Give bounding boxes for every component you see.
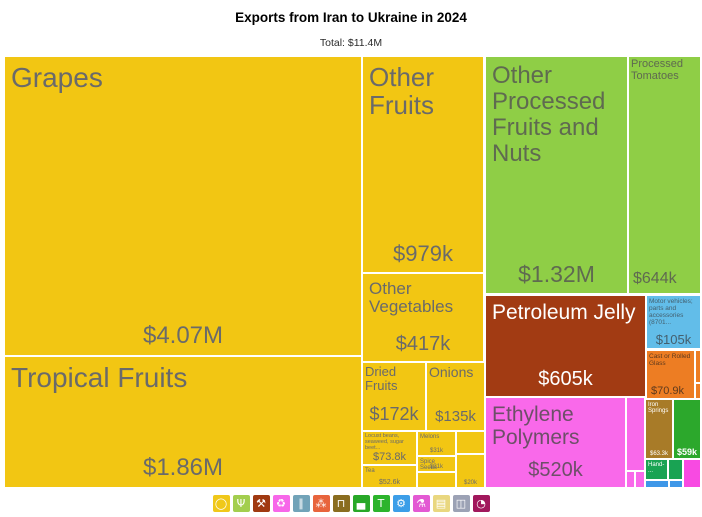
cell-value: $52.6k (378, 479, 401, 486)
plastics-rubbers-icon[interactable]: ♻ (272, 494, 290, 512)
cell-label: Onions (429, 364, 474, 380)
cell-label: Melons (420, 434, 440, 440)
cell-value: $31k (429, 448, 443, 454)
cell-label: Tea (365, 468, 375, 474)
cell-label: Ethylene Polymers (492, 403, 580, 449)
treemap-cell-tropical-fruits[interactable]: Tropical Fruits $1.86M (5, 357, 361, 487)
foodstuffs-icon[interactable]: Ψ (232, 494, 250, 512)
treemap-cell-machines-small-2[interactable] (670, 481, 682, 487)
treemap-cell-plastics-small-4[interactable] (684, 460, 700, 487)
treemap-cell-plastics-small-3[interactable] (636, 472, 644, 487)
cell-label: Other Processed Fruits and Nuts (492, 62, 606, 167)
treemap-cell-glass-small-2[interactable] (696, 384, 700, 398)
treemap-cell-petroleum-jelly[interactable]: Petroleum Jelly $605k (486, 296, 645, 396)
treemap-cell-locust-beans[interactable]: Locust beans, seaweed, sugar beet... $73.… (363, 432, 416, 464)
treemap-cell-melons[interactable]: Melons $31k (418, 432, 455, 455)
cell-value: $63.3k (650, 451, 669, 457)
cell-label: Dried Fruits (365, 364, 398, 394)
cell-value: $4.07M (142, 322, 224, 349)
cell-label: Tropical Fruits (11, 362, 188, 393)
treemap-cell-machines-small-1[interactable] (646, 481, 668, 487)
treemap-cell-cast-rolled-glass[interactable]: Cast or Rolled Glass $70.9k (647, 351, 694, 398)
cell-label: Cast or Rolled Glass (649, 353, 691, 368)
cell-value: $31k (429, 464, 443, 470)
sector-legend: ◯ Ψ ⚒ ♻ ∥ ⁂ ⊓ ▄ T ⚙ ⚗ ▤ ◫ ◔ (0, 494, 702, 512)
chemical-products-icon[interactable]: ⚗ (412, 494, 430, 512)
cell-value: $605k (538, 368, 593, 390)
chart-subtitle: Total: $11.4M (319, 37, 383, 49)
treemap-cell-other-processed-fruits-nuts[interactable]: Other Processed Fruits and Nuts $1.32M (486, 57, 627, 293)
cell-label: Grapes (11, 62, 103, 93)
cell-label: Other Vegetables (369, 279, 454, 317)
cell-value: $979k (393, 241, 453, 266)
treemap-cell-veg-small-1[interactable] (418, 473, 455, 487)
cell-value: $417k (395, 333, 451, 355)
cell-value: $59k (676, 447, 698, 457)
vegetable-products-icon[interactable]: ◯ (212, 494, 230, 512)
treemap-cell-textiles-small[interactable] (669, 460, 682, 479)
treemap-cell-glass-small-1[interactable] (696, 351, 700, 382)
machines-icon[interactable]: ⚙ (392, 494, 410, 512)
cell-value: $73.8k (372, 451, 407, 463)
cell-label: Locust beans, seaweed, sugar beet... (365, 433, 404, 451)
treemap-cell-processed-tomatoes[interactable]: Processed Tomatoes $644k (629, 57, 700, 293)
animal-products-icon[interactable]: ⁂ (312, 494, 330, 512)
treemap-cell-spice-seeds[interactable]: Spice Seeds $31k (418, 457, 455, 471)
miscellaneous-icon[interactable]: ◫ (452, 494, 470, 512)
metals-icon[interactable]: ⊓ (332, 494, 350, 512)
treemap-cell-textiles-59k[interactable]: $59k (674, 400, 700, 458)
cell-value: $644k (633, 270, 677, 287)
cell-value: $135k (435, 408, 476, 425)
treemap-cell-tea[interactable]: Tea $52.6k (363, 466, 416, 487)
cell-value: $105k (655, 332, 692, 347)
treemap-cell-plastics-small-2[interactable] (627, 472, 634, 487)
chart-title: Exports from Iran to Ukraine in 2024 (235, 10, 467, 25)
treemap-cell-other-vegetables[interactable]: Other Vegetables $417k (363, 274, 483, 361)
treemap-cell-hand-woven[interactable]: Hand-... (646, 460, 667, 479)
textiles-icon[interactable]: T (372, 494, 390, 512)
treemap-cell-other-fruits[interactable]: Other Fruits $979k (363, 57, 483, 272)
treemap-cell-motor-vehicle-parts[interactable]: Motor vehicles; parts and accessories (8… (647, 296, 700, 348)
cell-label: Spice Seeds (420, 459, 438, 471)
treemap-cell-dried-fruits[interactable]: Dried Fruits $172k (363, 363, 425, 430)
paper-goods-icon[interactable]: ▤ (432, 494, 450, 512)
cell-label: Other Fruits (369, 62, 435, 121)
instruments-icon[interactable]: ◔ (472, 494, 490, 512)
treemap-cell-onions[interactable]: Onions $135k (427, 363, 484, 430)
treemap-cell-ethylene-polymers[interactable]: Ethylene Polymers $520k (486, 398, 625, 487)
cell-label: Processed Tomatoes (631, 58, 683, 82)
transportation-icon[interactable]: ▄ (352, 494, 370, 512)
cell-value: $20k (463, 480, 477, 486)
cell-value: $70.9k (651, 385, 685, 397)
cell-label: Petroleum Jelly (492, 301, 636, 324)
treemap-cell-iron-springs[interactable]: Iron Springs $63.3k (646, 400, 672, 458)
treemap-cell-veg-small-20k[interactable]: $20k (457, 455, 484, 487)
cell-value: $520k (528, 459, 583, 481)
treemap-cell-plastics-small-1[interactable] (627, 398, 644, 470)
wood-products-icon[interactable]: ∥ (292, 494, 310, 512)
cell-label: Iron Springs (648, 402, 669, 415)
cell-value: $1.32M (518, 261, 595, 287)
cell-value: $172k (369, 404, 419, 424)
cell-value: $1.86M (142, 454, 224, 481)
treemap-cell-grapes[interactable]: Grapes $4.07M (5, 57, 361, 355)
cell-label: Hand-... (648, 462, 665, 475)
treemap-cell-veg-small-2[interactable] (457, 432, 484, 453)
mineral-products-icon[interactable]: ⚒ (252, 494, 270, 512)
cell-label: Motor vehicles; parts and accessories (8… (649, 298, 693, 327)
